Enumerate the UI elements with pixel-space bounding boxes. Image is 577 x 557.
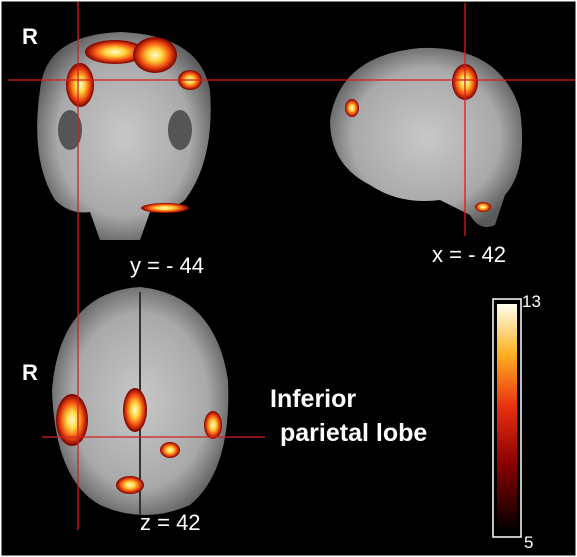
- colorbar: [497, 304, 517, 532]
- coordinate-label: x = - 42: [432, 242, 506, 267]
- annotation: parietal lobe: [280, 419, 427, 447]
- coordinate-label: z = 42: [140, 510, 201, 535]
- orientation-label: R: [22, 24, 38, 49]
- colorbar-min: 5: [524, 533, 533, 552]
- orientation-label: R: [22, 360, 38, 385]
- coordinate-label: y = - 44: [130, 253, 204, 278]
- figure: R y = - 44 x = - 42 R z = 42 Inferior pa…: [0, 0, 577, 557]
- colorbar-max: 13: [522, 292, 541, 311]
- annotation: Inferior: [270, 385, 356, 413]
